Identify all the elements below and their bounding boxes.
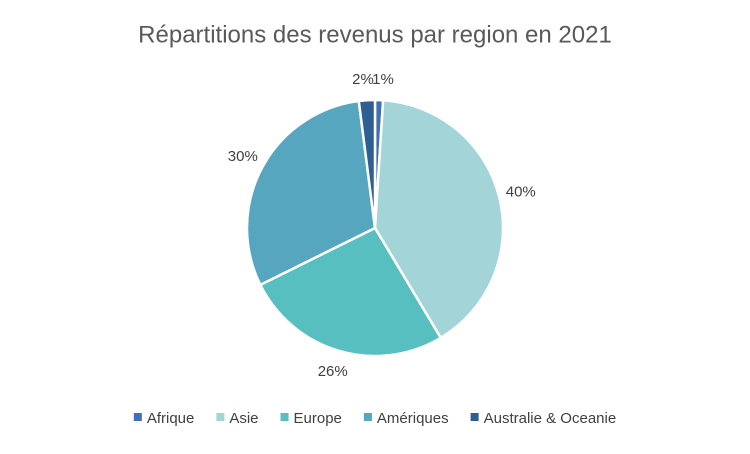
data-label: 2% <box>352 71 374 88</box>
legend-swatch <box>280 413 289 421</box>
pie: 1% 40% 26% 30% 2% <box>228 71 536 380</box>
data-label: 26% <box>318 363 348 380</box>
data-label: 30% <box>228 148 258 165</box>
legend-swatch <box>470 413 479 421</box>
legend: Afrique Asie Europe Amériques Australie & Oc… <box>133 410 617 427</box>
chart-title: Répartitions des revenus par region en 2… <box>138 21 612 48</box>
legend-swatch <box>133 413 142 421</box>
pie-slice <box>258 226 443 358</box>
pie-slice <box>373 98 505 340</box>
legend-label: Asie <box>229 410 258 427</box>
pie-slice <box>357 98 377 229</box>
legend-label: Australie & Oceanie <box>484 410 617 427</box>
data-label: 40% <box>506 184 536 201</box>
legend-swatch <box>363 413 372 421</box>
data-label: 1% <box>372 71 394 88</box>
legend-label: Europe <box>294 410 342 427</box>
legend-label: Afrique <box>147 410 195 427</box>
legend-swatch <box>216 413 225 421</box>
legend-label: Amériques <box>377 410 449 427</box>
pie-slice <box>245 99 377 287</box>
